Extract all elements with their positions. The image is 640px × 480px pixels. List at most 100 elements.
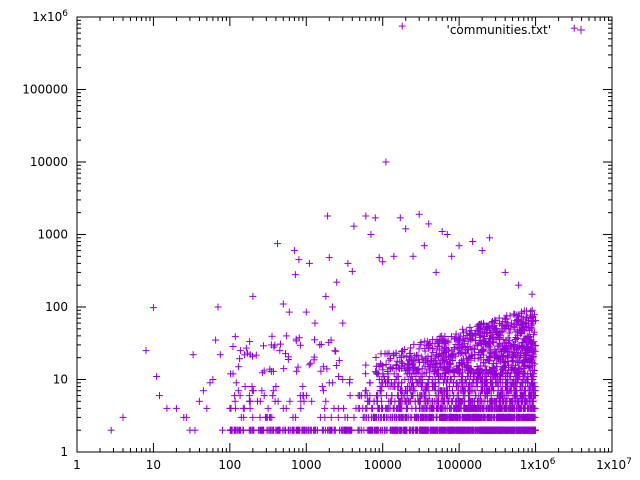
data-point-sparse xyxy=(338,426,346,434)
data-point-sparse xyxy=(331,347,339,355)
data-point-dense xyxy=(522,313,530,321)
data-point-sparse xyxy=(248,383,256,390)
data-point xyxy=(153,373,161,380)
data-point-dense xyxy=(524,404,532,412)
data-point-dense xyxy=(424,353,432,361)
data-point-dense xyxy=(514,413,522,421)
data-point-dense xyxy=(424,363,432,371)
data-point xyxy=(191,426,199,434)
data-point-dense xyxy=(455,392,463,400)
data-point-dense xyxy=(519,373,527,380)
data-point-dense xyxy=(498,366,506,373)
data-point xyxy=(362,212,370,220)
data-point-dense xyxy=(366,379,374,387)
axis-ticks: 1 10 100 1000 10000 100000 1x106 1x107 1 10 100 100… xyxy=(22,9,632,472)
data-point-dense xyxy=(453,362,461,370)
data-point-dense xyxy=(511,310,519,318)
data-point-dense xyxy=(521,361,529,369)
data-point-dense xyxy=(433,335,441,343)
data-point-sparse xyxy=(231,397,239,405)
data-point xyxy=(142,347,150,355)
data-point-sparse xyxy=(236,355,244,363)
data-point xyxy=(239,404,247,412)
data-point-dense xyxy=(364,397,372,405)
data-point-sparse xyxy=(282,404,290,412)
data-point-dense xyxy=(522,322,530,330)
data-point-dense xyxy=(513,368,521,376)
data-point xyxy=(107,426,115,434)
data-point-dense xyxy=(385,356,393,364)
data-point xyxy=(425,220,433,228)
data-point-dense xyxy=(380,373,388,380)
data-point-dense xyxy=(509,379,517,387)
data-point-dense xyxy=(489,426,497,434)
data-point-dense xyxy=(439,357,447,365)
data-point xyxy=(316,341,324,349)
data-point-sparse xyxy=(321,404,329,412)
data-point-dense xyxy=(488,335,496,343)
data-point-dense xyxy=(501,383,509,390)
data-point-dense xyxy=(499,336,507,344)
data-point-dense xyxy=(438,345,446,353)
data-point-dense xyxy=(527,379,535,387)
data-point-dense xyxy=(456,348,464,356)
data-point-dense xyxy=(363,404,371,412)
data-point xyxy=(324,212,332,220)
y-tick-label: 1x106 xyxy=(32,9,68,24)
data-point xyxy=(344,259,352,267)
data-point-dense xyxy=(360,426,368,434)
data-point-dense xyxy=(473,363,481,370)
data-point-sparse xyxy=(300,426,308,434)
data-point-sparse xyxy=(334,404,342,412)
data-point xyxy=(455,242,463,250)
data-point-dense xyxy=(485,339,493,347)
data-point-sparse xyxy=(289,413,297,421)
data-point xyxy=(443,231,451,238)
data-point-dense xyxy=(441,387,448,395)
data-point-dense xyxy=(435,360,443,368)
data-point-sparse xyxy=(327,426,334,434)
data-point-dense xyxy=(455,338,463,346)
data-point-sparse xyxy=(260,367,268,375)
data-point xyxy=(245,397,253,405)
x-tick-label: 10000 xyxy=(364,458,402,472)
data-point-sparse xyxy=(327,336,335,344)
data-point-sparse xyxy=(329,379,337,387)
y-tick-label: 100000 xyxy=(22,83,68,97)
data-point-dense xyxy=(372,354,380,361)
data-point-dense xyxy=(379,362,386,370)
data-point-dense xyxy=(496,426,504,434)
data-point-dense xyxy=(504,354,512,362)
data-point-dense xyxy=(518,310,525,318)
data-point-dense xyxy=(432,397,440,405)
data-point-dense xyxy=(483,387,491,395)
data-point-dense xyxy=(517,352,525,359)
data-point xyxy=(501,268,509,276)
data-point-dense xyxy=(469,335,477,343)
data-point-sparse xyxy=(317,367,325,375)
data-point-dense xyxy=(460,329,467,337)
data-point-dense xyxy=(426,413,434,421)
data-point xyxy=(235,363,243,371)
data-point-dense xyxy=(450,379,457,387)
data-point xyxy=(415,210,423,218)
data-point xyxy=(305,259,313,267)
y-tick-label: 1000 xyxy=(37,228,68,242)
data-point-dense xyxy=(389,350,397,358)
data-point-dense xyxy=(510,392,518,400)
data-point-dense xyxy=(360,413,368,421)
data-point-dense xyxy=(412,404,420,412)
data-point xyxy=(528,290,536,298)
data-point xyxy=(469,238,477,245)
data-point-dense xyxy=(391,383,398,390)
data-point-dense xyxy=(435,379,443,387)
data-point xyxy=(182,413,190,421)
data-point-dense xyxy=(362,387,370,395)
data-point-sparse xyxy=(249,413,257,421)
data-point xyxy=(226,404,234,412)
data-point-dense xyxy=(424,341,432,349)
data-point xyxy=(172,404,180,412)
data-point-dense xyxy=(397,397,405,405)
data-point-dense xyxy=(428,426,435,434)
data-point-dense xyxy=(459,325,467,333)
